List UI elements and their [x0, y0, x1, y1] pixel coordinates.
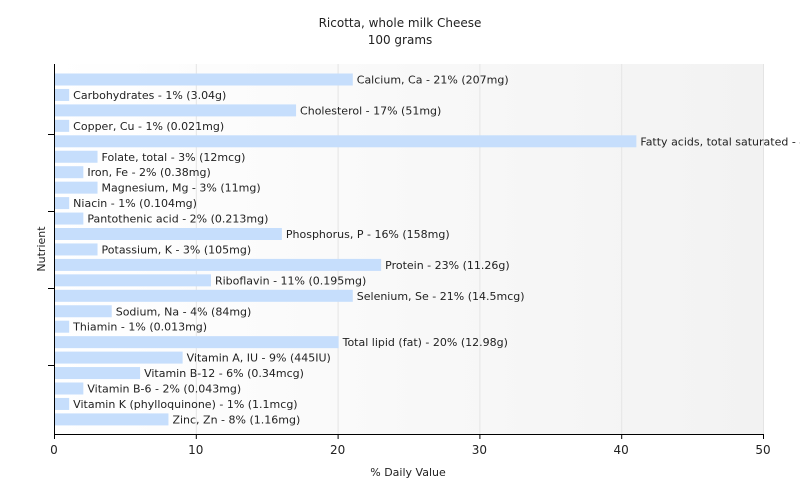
x-axis-label: % Daily Value — [370, 466, 446, 479]
bar-label: Vitamin B-6 - 2% (0.043mg) — [87, 383, 241, 396]
bar-label: Copper, Cu - 1% (0.021mg) — [73, 120, 224, 133]
bar — [55, 367, 141, 380]
bar-label: Potassium, K - 3% (105mg) — [102, 243, 252, 256]
x-tick-label-20: 20 — [330, 443, 345, 457]
bar-label: Phosphorus, P - 16% (158mg) — [286, 228, 450, 241]
bar-label: Calcium, Ca - 21% (207mg) — [357, 74, 509, 87]
x-tick-label-10: 10 — [188, 443, 203, 457]
bar-label: Pantothenic acid - 2% (0.213mg) — [87, 213, 268, 226]
chart-title: Ricotta, whole milk Cheese — [319, 16, 482, 30]
bar — [55, 212, 84, 225]
bar-label: Iron, Fe - 2% (0.38mg) — [87, 166, 210, 179]
bar-label: Protein - 23% (11.26g) — [385, 259, 510, 272]
x-tick-label-40: 40 — [614, 443, 629, 457]
bar-label: Selenium, Se - 21% (14.5mcg) — [357, 290, 525, 303]
bar-label: Vitamin B-12 - 6% (0.34mcg) — [144, 367, 304, 380]
bar — [55, 166, 84, 179]
bar — [55, 289, 353, 302]
bar-label: Fatty acids, total saturated - 41% (8.29… — [640, 135, 800, 148]
x-tick-label-30: 30 — [472, 443, 487, 457]
bar — [55, 119, 70, 132]
bar — [55, 305, 112, 318]
grid-lines — [195, 64, 764, 434]
bar — [55, 181, 98, 194]
bar — [55, 150, 98, 163]
bar — [55, 197, 70, 210]
bar — [55, 382, 84, 395]
bar-label: Niacin - 1% (0.104mg) — [73, 197, 197, 210]
bar-label: Total lipid (fat) - 20% (12.98g) — [342, 336, 508, 349]
bar-label: Vitamin K (phylloquinone) - 1% (1.1mcg) — [73, 398, 297, 411]
bar — [55, 228, 282, 240]
bar-label: Vitamin A, IU - 9% (445IU) — [187, 352, 331, 365]
bar-label: Thiamin - 1% (0.013mg) — [72, 321, 207, 334]
bar — [55, 351, 183, 364]
bar-label: Riboflavin - 11% (0.195mg) — [215, 274, 366, 287]
bar-label: Magnesium, Mg - 3% (11mg) — [102, 182, 261, 195]
bar — [55, 258, 382, 271]
x-tick-label-0: 0 — [50, 443, 58, 457]
plot-area — [54, 64, 763, 434]
bar — [55, 135, 637, 148]
bar-label: Folate, total - 3% (12mcg) — [102, 151, 246, 164]
y-axis-label: Nutrient — [35, 226, 48, 272]
x-tick-label-50: 50 — [755, 443, 770, 457]
bar — [55, 413, 169, 426]
bar — [55, 73, 353, 86]
chart-subtitle: 100 grams — [368, 33, 433, 47]
bar — [55, 88, 70, 101]
axes: 0 10 20 30 40 50 — [48, 64, 771, 457]
bar-label: Sodium, Na - 4% (84mg) — [116, 305, 252, 318]
bar — [55, 336, 339, 349]
bar — [55, 397, 70, 410]
bar — [55, 243, 98, 256]
bar-label: Carbohydrates - 1% (3.04g) — [73, 89, 226, 102]
bar-label: Zinc, Zn - 8% (1.16mg) — [172, 413, 300, 426]
bar — [55, 104, 297, 117]
bar — [55, 320, 70, 333]
bars: Calcium, Ca - 21% (207mg) Carbohydrates -… — [55, 73, 800, 426]
bar-label: Cholesterol - 17% (51mg) — [300, 104, 441, 117]
bar — [55, 274, 211, 287]
